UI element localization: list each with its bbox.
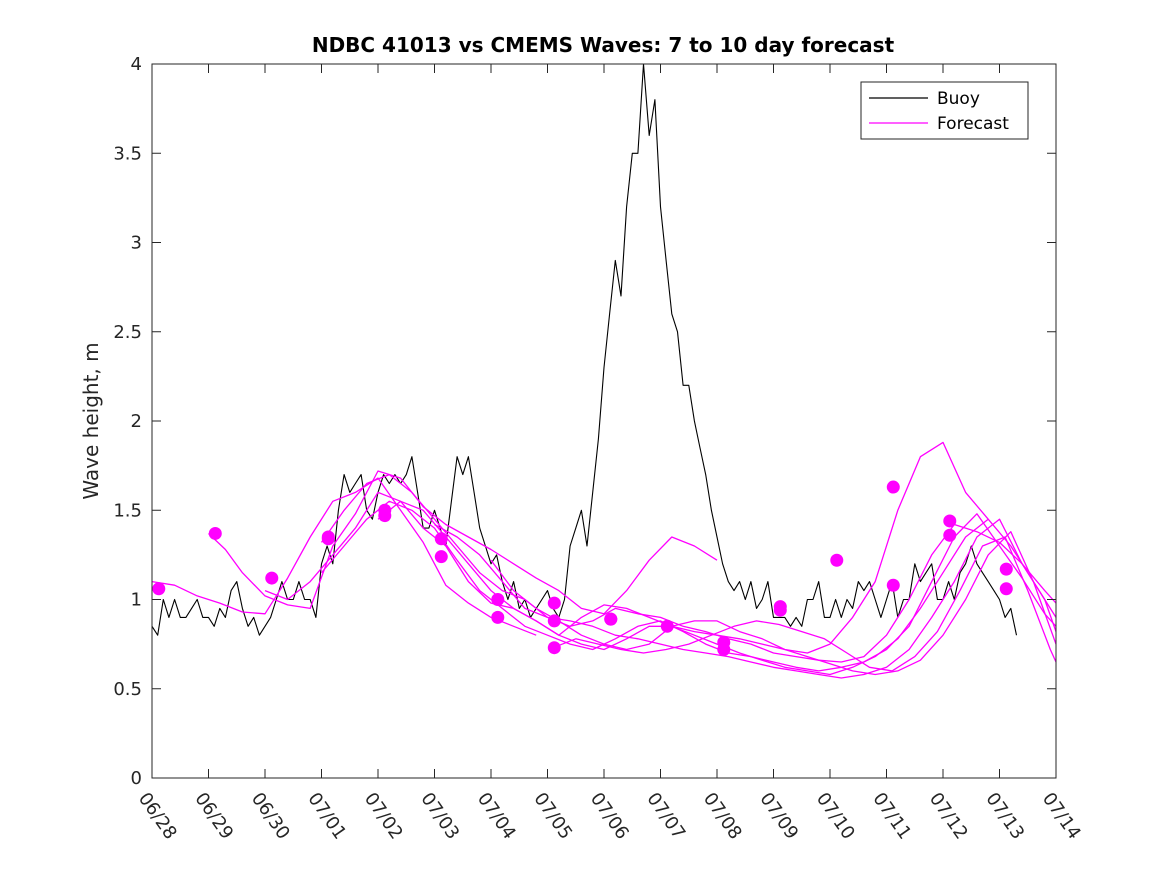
legend-label-forecast: Forecast bbox=[937, 114, 1009, 134]
forecast-marker bbox=[660, 619, 674, 633]
x-tick-label: 07/06 bbox=[586, 789, 633, 844]
forecast-series-line bbox=[208, 470, 718, 615]
y-tick-label: 0.5 bbox=[113, 679, 142, 700]
forecast-marker bbox=[378, 509, 392, 523]
forecast-marker bbox=[999, 562, 1013, 576]
x-tick-label: 07/10 bbox=[812, 789, 859, 844]
forecast-series-line bbox=[552, 536, 1056, 672]
forecast-marker bbox=[943, 514, 957, 528]
forecast-series-line bbox=[377, 500, 1056, 676]
x-tick-label: 07/09 bbox=[755, 789, 802, 844]
forecast-marker bbox=[491, 593, 505, 606]
x-tick-label: 07/02 bbox=[360, 789, 407, 844]
forecast-marker bbox=[943, 528, 957, 542]
forecast-marker bbox=[886, 480, 900, 494]
forecast-marker bbox=[604, 612, 618, 626]
forecast-series-line bbox=[434, 518, 1056, 679]
axes-box bbox=[151, 63, 1057, 779]
buoy-series-line bbox=[152, 64, 1018, 636]
y-tick-label: 3 bbox=[131, 233, 142, 254]
y-tick-label: 4 bbox=[131, 54, 142, 75]
y-tick-label: 0 bbox=[131, 768, 142, 789]
y-tick-label: 3.5 bbox=[113, 143, 142, 164]
x-tick-label: 07/13 bbox=[981, 789, 1028, 844]
forecast-marker bbox=[434, 532, 448, 546]
x-tick-label: 07/11 bbox=[868, 789, 915, 844]
x-tick-label: 07/05 bbox=[529, 789, 576, 844]
x-tick-label: 07/14 bbox=[1038, 789, 1085, 844]
forecast-marker bbox=[717, 642, 731, 656]
x-tick-label: 07/07 bbox=[642, 789, 689, 844]
x-tick-label: 07/12 bbox=[925, 789, 972, 844]
forecast-marker bbox=[773, 603, 787, 617]
x-tick-label: 06/28 bbox=[134, 789, 181, 844]
x-tick-label: 07/03 bbox=[416, 789, 463, 844]
forecast-marker bbox=[999, 582, 1013, 596]
forecast-marker bbox=[547, 641, 561, 655]
x-tick-label: 06/29 bbox=[190, 789, 237, 844]
forecast-marker bbox=[491, 610, 505, 624]
forecast-marker bbox=[547, 614, 561, 628]
y-tick-label: 1.5 bbox=[113, 500, 142, 521]
forecast-marker bbox=[547, 596, 561, 610]
forecast-series-line bbox=[152, 477, 537, 636]
forecast-marker bbox=[434, 550, 448, 564]
x-tick-label: 07/01 bbox=[303, 789, 350, 844]
forecast-marker bbox=[265, 571, 279, 585]
forecast-marker bbox=[208, 526, 222, 540]
legend-label-buoy: Buoy bbox=[937, 89, 980, 109]
forecast-series-line bbox=[320, 473, 1056, 663]
y-tick-label: 2 bbox=[131, 411, 142, 432]
forecast-marker bbox=[886, 578, 900, 592]
forecast-series-line bbox=[490, 531, 1056, 676]
chart-title: NDBC 41013 vs CMEMS Waves: 7 to 10 day f… bbox=[312, 33, 895, 57]
forecast-marker bbox=[152, 582, 166, 596]
x-tick-label: 07/08 bbox=[699, 789, 746, 844]
y-tick-label: 2.5 bbox=[113, 322, 142, 343]
y-axis-label: Wave height, m bbox=[79, 342, 103, 499]
legend-box bbox=[860, 81, 1029, 140]
x-tick-label: 07/04 bbox=[473, 789, 520, 844]
plot-area bbox=[152, 64, 1056, 679]
y-tick-label: 1 bbox=[131, 590, 142, 611]
forecast-marker bbox=[830, 553, 844, 567]
forecast-series-line bbox=[264, 441, 989, 654]
legend: Buoy Forecast bbox=[860, 81, 1029, 140]
x-tick-label: 06/30 bbox=[247, 789, 294, 844]
forecast-series-line bbox=[321, 500, 1056, 672]
forecast-marker bbox=[321, 530, 335, 544]
